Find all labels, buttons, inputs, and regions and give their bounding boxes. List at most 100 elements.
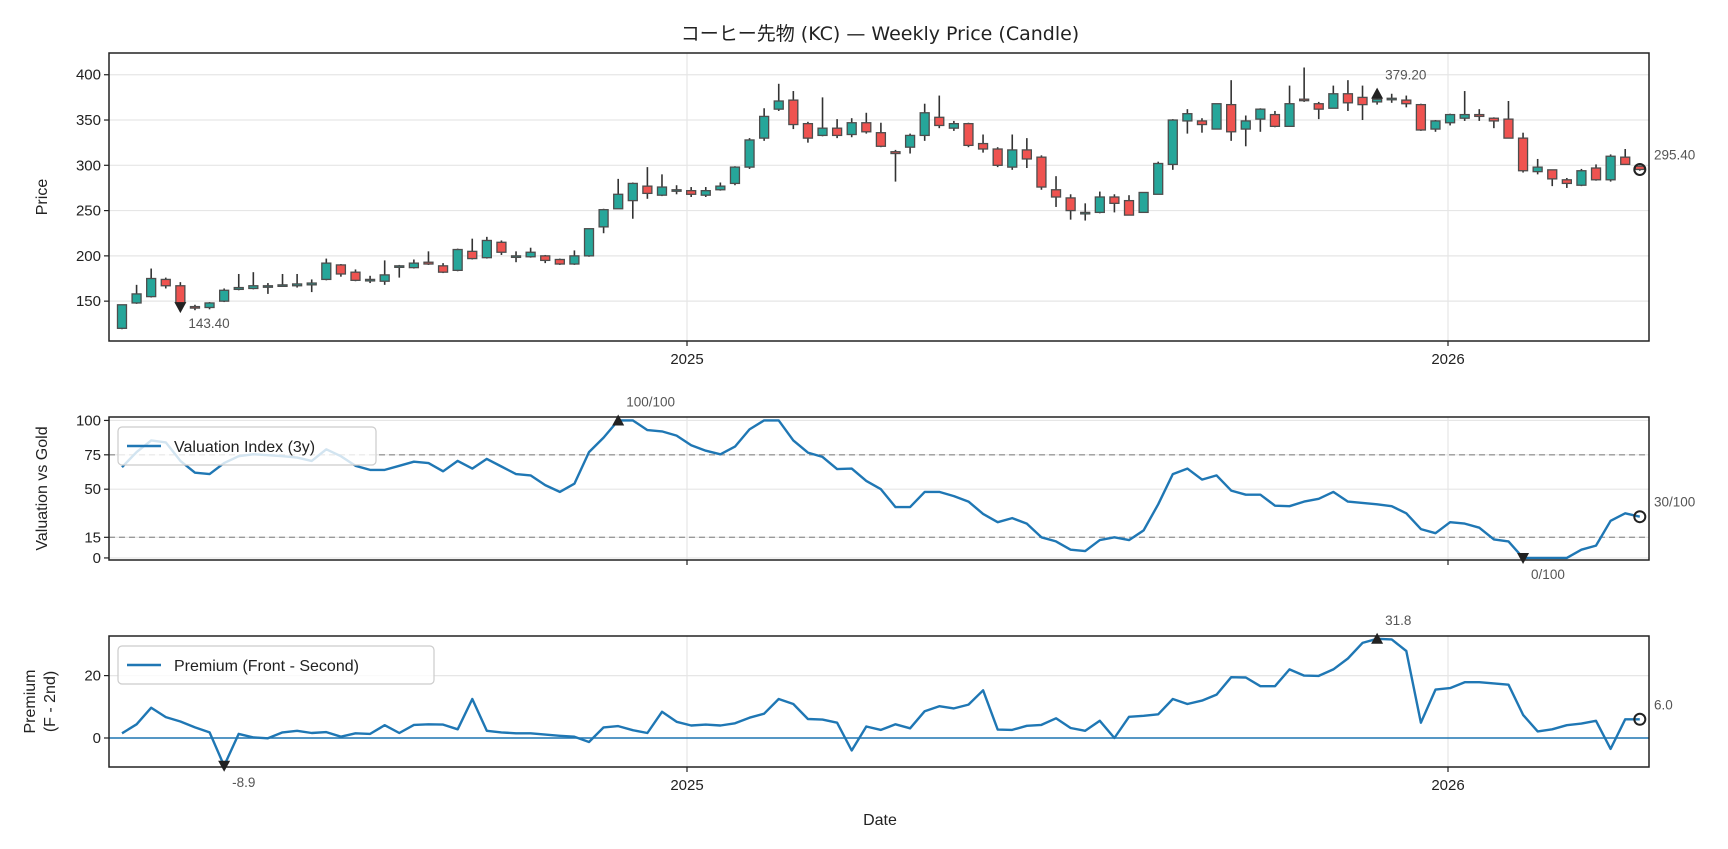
x-tick-label: 2025 [670,777,703,794]
panel-1: 150 200 250 300 350 400 2025 2026 Price 143.40 379… [34,52,1695,368]
x-tick-label: 2026 [1431,777,1464,794]
candle [1065,194,1076,220]
candle [831,119,843,139]
candle [1021,138,1032,169]
candle-body-down [686,190,697,195]
x-axis-label: Date [863,812,897,829]
candle-body-up [1007,149,1018,168]
candle-body-down [189,305,201,309]
annotation: -8.9 [218,760,255,790]
candle [1080,203,1091,221]
candle [1605,154,1616,182]
candle-body-down [350,271,361,281]
last-marker-circle-icon [1633,510,1647,524]
y-tick-label: 20 [84,668,101,685]
candle [116,304,128,330]
candle-body-up [1240,120,1251,130]
candle [321,258,332,281]
candle [262,283,274,294]
annotation: 100/100 [612,394,675,426]
candle-body-up [627,182,638,202]
candle-body-down [1342,93,1354,104]
candle-body-down [1357,96,1368,106]
axes-frame [108,635,1650,768]
candle-body-up [1371,98,1383,103]
candle [467,238,478,260]
candle [364,275,376,284]
max-marker-triangle-up-icon [1371,632,1384,644]
candle [1284,85,1295,128]
y-tick-label: 200 [76,248,101,265]
candle-body-up [1284,103,1295,128]
candle-body-down [1109,196,1120,204]
candle-body-up [1138,191,1149,214]
candle-body-down [875,132,887,147]
max-marker-triangle-up-icon [1371,87,1384,99]
candle-body-down [934,116,945,127]
candle [919,103,930,141]
candle-body-down [1634,165,1645,171]
candle-body-up [364,278,376,282]
max-marker-triangle-up-icon [612,414,625,426]
candle-body-up [948,122,960,129]
candle [1488,117,1500,129]
candle [1371,97,1383,105]
candle [131,284,142,304]
candle-body-down [1503,118,1514,139]
candle [1328,85,1339,109]
annotation-label: 30/100 [1654,495,1695,510]
annotation: 30/100 [1633,495,1695,524]
candle [1561,177,1572,188]
candle [1590,164,1602,181]
annotation-label: 31.8 [1385,613,1411,628]
annotation-label: 295.40 [1654,147,1695,162]
annotation: 0/100 [1517,552,1565,582]
candle-body-down [496,241,507,253]
y-tick-label: 0 [93,550,101,567]
candle [773,83,784,111]
candle-body-down [335,264,347,275]
candle-body-up [1459,113,1470,119]
legend: Premium (Front - Second) [117,645,435,685]
candle [569,250,580,265]
panel-2: 0 15 50 75 100 Valuation vs Gold Valuation Ind… [34,394,1695,582]
candle-body-down [1590,167,1602,181]
candle-body-down [1517,137,1529,172]
candle-body-down [802,122,814,139]
candle [904,133,916,154]
y-tick-label: 75 [84,447,101,464]
annotation-label: -8.9 [232,775,255,790]
candle-body-up [656,186,668,196]
candle-body-up [773,100,784,110]
candle [554,258,565,265]
candle [1094,191,1105,214]
candle [963,122,974,148]
candle-body-up [248,285,259,290]
candle-body-up [671,189,682,192]
candle-body-up [846,122,857,136]
candle-body-down [1488,117,1500,122]
annotation: 379.20 [1371,68,1426,99]
candle [729,166,741,186]
candle [1167,119,1178,170]
candle [948,120,960,131]
candle-body-up [525,251,536,258]
y-axis-label: Price [34,179,51,216]
candle-body-down [992,148,1003,166]
candle [700,187,711,197]
candle-body-up [583,228,595,257]
candle [744,138,755,169]
candle [1196,118,1208,133]
candle-body-down [1313,103,1324,110]
candle-body-down [1123,199,1135,216]
y-axis-label: (F - 2nd) [42,671,59,732]
candle-body-up [1211,103,1222,130]
annotation-label: 100/100 [626,394,675,409]
candle [510,251,522,263]
candle [1298,67,1310,102]
candle [875,122,887,148]
candle [861,112,872,134]
candle [715,182,726,191]
candle-body-up [1153,162,1164,195]
